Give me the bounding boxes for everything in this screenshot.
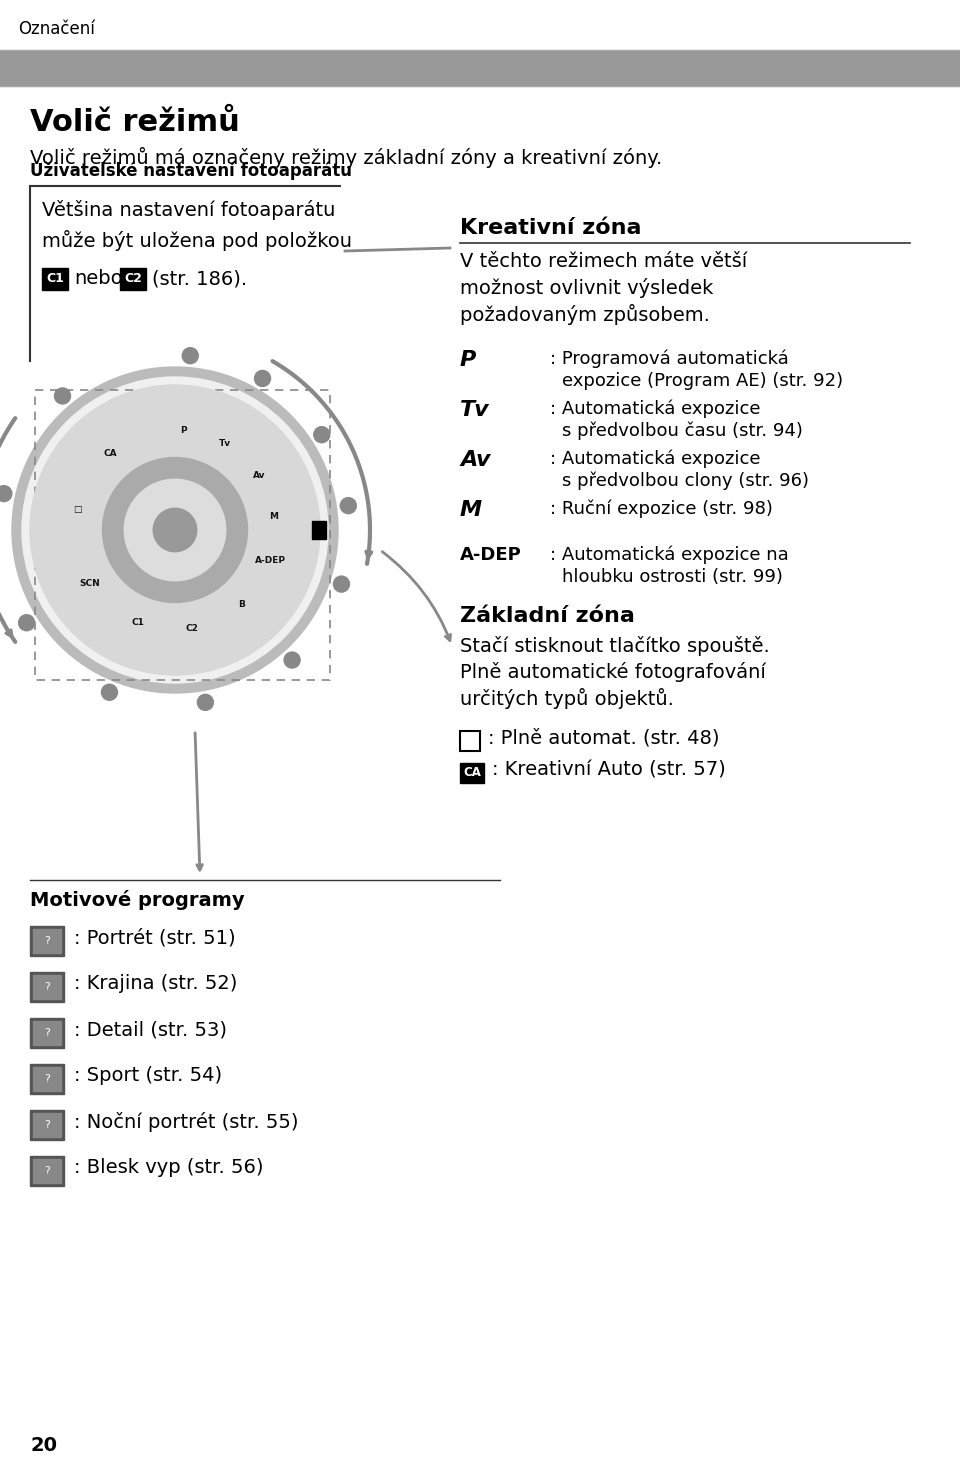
Text: C1: C1: [46, 272, 64, 286]
Bar: [30, 1110, 64, 1140]
Text: C1: C1: [132, 619, 144, 628]
Text: Stačí stisknout tlačítko spouště.: Stačí stisknout tlačítko spouště.: [460, 636, 770, 656]
Circle shape: [0, 485, 12, 502]
Bar: [30, 972, 64, 1002]
Text: B: B: [238, 599, 246, 608]
Bar: [120, 268, 146, 290]
Text: s předvolbou clony (str. 96): s předvolbou clony (str. 96): [562, 472, 809, 490]
Text: V těchto režimech máte větší: V těchto režimech máte větší: [460, 252, 747, 271]
Text: C2: C2: [186, 625, 199, 633]
Bar: [33, 975, 61, 999]
Text: M: M: [270, 512, 278, 521]
Bar: [0, 50, 960, 86]
Circle shape: [254, 370, 271, 386]
Circle shape: [103, 457, 248, 602]
Text: SCN: SCN: [80, 579, 101, 588]
Text: expozice (Program AE) (str. 92): expozice (Program AE) (str. 92): [562, 371, 843, 391]
Circle shape: [198, 694, 213, 710]
Text: A-DEP: A-DEP: [460, 546, 521, 564]
Text: Většina nastavení fotoaparátu: Většina nastavení fotoaparátu: [42, 200, 335, 221]
Text: : Programová automatická: : Programová automatická: [550, 349, 789, 369]
Bar: [312, 521, 326, 539]
Text: : Plně automat. (str. 48): : Plně automat. (str. 48): [488, 728, 719, 747]
Circle shape: [124, 480, 226, 580]
Bar: [30, 1064, 64, 1094]
Text: nebo: nebo: [74, 269, 123, 289]
Text: : Krajina (str. 52): : Krajina (str. 52): [74, 974, 237, 993]
Text: (str. 186).: (str. 186).: [152, 269, 247, 289]
Text: : Automatická expozice na: : Automatická expozice na: [550, 546, 789, 564]
Bar: [33, 1067, 61, 1091]
Text: : Automatická expozice: : Automatická expozice: [550, 400, 760, 419]
Text: Volič režimů má označeny režimy základní zóny a kreativní zóny.: Volič režimů má označeny režimy základní…: [30, 147, 662, 169]
Text: Volič režimů: Volič režimů: [30, 108, 240, 138]
Circle shape: [333, 576, 349, 592]
Text: P: P: [180, 426, 187, 435]
Text: Av: Av: [460, 450, 491, 471]
Text: Uživatelské nastavení fotoaparátu: Uživatelské nastavení fotoaparátu: [30, 161, 352, 181]
Text: může být uložena pod položkou: může být uložena pod položkou: [42, 229, 352, 252]
Bar: [33, 1021, 61, 1045]
Text: 20: 20: [30, 1436, 57, 1455]
Circle shape: [18, 614, 35, 630]
Text: možnost ovlivnit výsledek: možnost ovlivnit výsledek: [460, 278, 713, 297]
Circle shape: [182, 348, 199, 364]
Bar: [42, 268, 68, 290]
Text: : Detail (str. 53): : Detail (str. 53): [74, 1020, 227, 1039]
Text: : Ruční expozice (str. 98): : Ruční expozice (str. 98): [550, 500, 773, 518]
Text: M: M: [460, 500, 482, 519]
Circle shape: [55, 388, 70, 404]
Text: C2: C2: [124, 272, 142, 286]
Bar: [30, 1018, 64, 1048]
Circle shape: [22, 377, 328, 682]
Text: : Noční portrét (str. 55): : Noční portrét (str. 55): [74, 1111, 299, 1132]
Text: ?: ?: [44, 1166, 50, 1177]
Text: Av: Av: [252, 471, 265, 480]
Text: ?: ?: [44, 983, 50, 992]
Bar: [33, 929, 61, 953]
Circle shape: [12, 367, 338, 693]
Text: □: □: [73, 505, 82, 514]
Text: Kreativní zóna: Kreativní zóna: [460, 218, 641, 238]
Text: s předvolbou času (str. 94): s předvolbou času (str. 94): [562, 422, 803, 441]
Text: : Blesk vyp (str. 56): : Blesk vyp (str. 56): [74, 1157, 263, 1177]
Text: Plně automatické fotografování: Plně automatické fotografování: [460, 662, 766, 682]
Text: ?: ?: [44, 1029, 50, 1037]
Text: P: P: [460, 349, 476, 370]
Circle shape: [102, 684, 117, 700]
Text: Motivové programy: Motivové programy: [30, 889, 245, 910]
Text: : Sport (str. 54): : Sport (str. 54): [74, 1066, 222, 1085]
Text: : Kreativní Auto (str. 57): : Kreativní Auto (str. 57): [492, 761, 726, 778]
Circle shape: [154, 508, 197, 552]
Text: požadovaným způsobem.: požadovaným způsobem.: [460, 303, 709, 326]
Text: : Portrét (str. 51): : Portrét (str. 51): [74, 928, 235, 947]
Bar: [460, 764, 484, 783]
Text: CA: CA: [104, 448, 117, 457]
Text: ?: ?: [44, 1120, 50, 1131]
Text: ?: ?: [44, 1074, 50, 1083]
Text: CA: CA: [463, 767, 481, 780]
Bar: [30, 1156, 64, 1185]
Bar: [460, 731, 480, 750]
Bar: [35, 391, 330, 679]
Text: Tv: Tv: [219, 440, 231, 448]
Text: A-DEP: A-DEP: [254, 556, 286, 565]
Bar: [30, 926, 64, 956]
Text: Základní zóna: Základní zóna: [460, 605, 635, 626]
Text: Označení: Označení: [18, 21, 95, 38]
Text: Tv: Tv: [460, 400, 490, 420]
Text: ?: ?: [44, 935, 50, 946]
Text: určitých typů objektů.: určitých typů objektů.: [460, 688, 674, 709]
Circle shape: [314, 426, 330, 443]
Circle shape: [30, 385, 320, 675]
Bar: [33, 1113, 61, 1137]
Circle shape: [284, 653, 300, 667]
Circle shape: [340, 497, 356, 514]
Text: : Automatická expozice: : Automatická expozice: [550, 450, 760, 469]
Bar: [33, 1159, 61, 1183]
Text: hloubku ostrosti (str. 99): hloubku ostrosti (str. 99): [562, 568, 782, 586]
